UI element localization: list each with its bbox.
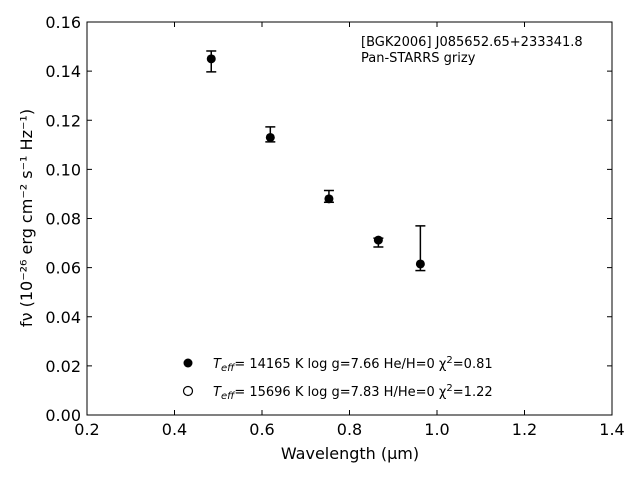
- y-tick-label: 0.08: [45, 210, 81, 229]
- legend-marker-filled: [183, 358, 193, 368]
- y-tick-label: 0.02: [45, 357, 81, 376]
- legend-label: Teff= 14165 K log g=7.66 He/H=0 χ2=0.81: [213, 355, 493, 374]
- data-point: [415, 225, 426, 272]
- x-tick-labels: 0.2 0.4 0.6 0.8 1.0 1.2 1.4: [74, 420, 624, 439]
- y-tick-label: 0.12: [45, 111, 81, 130]
- data-points: [206, 50, 426, 272]
- legend: Teff= 14165 K log g=7.66 He/H=0 χ2=0.81 T…: [182, 355, 493, 402]
- y-tick-label: 0.06: [45, 259, 81, 278]
- y-tick-label: 0.14: [45, 62, 81, 81]
- x-tick-label: 1.4: [599, 420, 624, 439]
- y-tick-labels: 0.00 0.02 0.04 0.06 0.08 0.10 0.12 0.14 0.16: [45, 13, 81, 425]
- legend-marker-open: [182, 385, 194, 397]
- x-tick-label: 0.6: [249, 420, 274, 439]
- x-tick-label: 0.4: [162, 420, 187, 439]
- annotation-line-1: [BGK2006] J085652.65+233341.8: [361, 35, 583, 50]
- x-tick-label: 0.8: [337, 420, 362, 439]
- point-marker: [415, 259, 425, 269]
- axis-ticks: [86, 21, 613, 416]
- point-marker: [324, 194, 334, 204]
- legend-label: Teff= 15696 K log g=7.83 H/He=0 χ2=1.22: [213, 383, 493, 402]
- data-point: [373, 235, 384, 248]
- y-tick-label: 0.16: [45, 13, 81, 32]
- legend-entry: Teff= 14165 K log g=7.66 He/H=0 χ2=0.81: [183, 355, 493, 374]
- x-axis-label: Wavelength (μm): [281, 444, 419, 463]
- y-tick-label: 0.10: [45, 160, 81, 179]
- y-tick-label: 0.04: [45, 308, 81, 327]
- x-tick-label: 1.0: [424, 420, 449, 439]
- data-point: [323, 189, 334, 204]
- annotation-line-2: Pan-STARRS grizy: [361, 51, 476, 66]
- x-tick-label: 1.2: [512, 420, 537, 439]
- point-marker: [265, 132, 275, 142]
- legend-entry: Teff= 15696 K log g=7.83 H/He=0 χ2=1.22: [182, 383, 493, 402]
- point-marker: [373, 235, 383, 245]
- data-point: [265, 126, 276, 143]
- y-tick-label: 0.00: [45, 406, 81, 425]
- x-tick-label: 0.2: [74, 420, 99, 439]
- point-marker: [206, 54, 216, 64]
- data-point: [206, 50, 217, 73]
- y-axis-label: fν (10⁻²⁶ erg cm⁻² s⁻¹ Hz⁻¹): [17, 109, 36, 327]
